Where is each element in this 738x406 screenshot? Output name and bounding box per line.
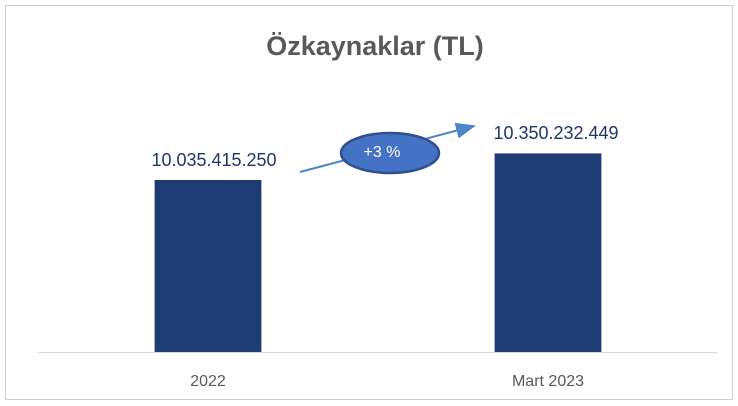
growth-badge <box>339 131 441 175</box>
growth-label: +3 % <box>364 144 401 161</box>
chart-frame <box>5 5 733 400</box>
bar <box>154 180 262 352</box>
chart-title: Özkaynaklar (TL) <box>266 31 484 61</box>
x-tick-label: Mart 2023 <box>512 373 584 390</box>
data-label: 10.035.415.250 <box>151 150 276 170</box>
data-label: 10.350.232.449 <box>493 123 618 143</box>
bar <box>494 153 602 352</box>
x-tick-label: 2022 <box>190 373 226 390</box>
